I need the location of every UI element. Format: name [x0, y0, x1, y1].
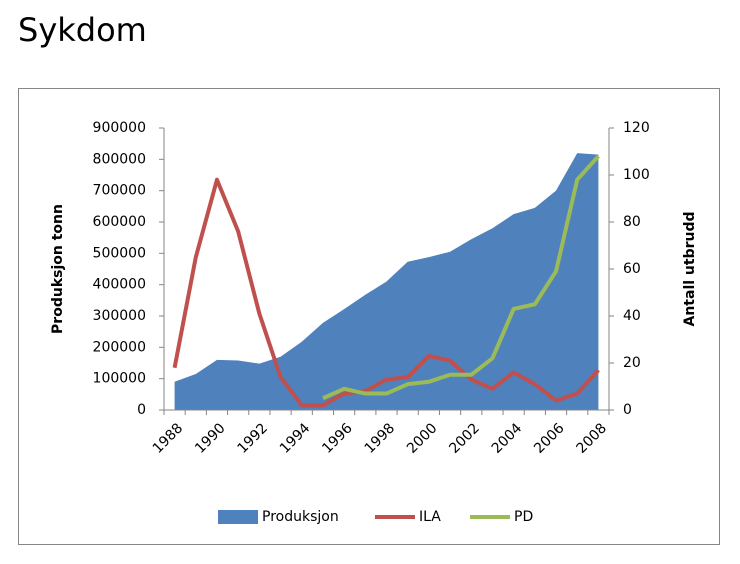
- y-tick-label: 700000: [93, 183, 146, 199]
- y2-tick-label: 40: [623, 308, 641, 324]
- y-tick-label: 900000: [93, 120, 146, 136]
- legend-swatch: [218, 510, 258, 524]
- y2-tick-label: 100: [623, 167, 650, 183]
- x-tick-label: 1996: [319, 420, 356, 457]
- x-tick-label: 1990: [192, 420, 229, 457]
- line: [172, 177, 600, 408]
- x-tick-label: 2004: [489, 420, 526, 457]
- chart-border: [18, 88, 720, 545]
- y2-tick-label: 120: [623, 120, 650, 136]
- x-tick-label: 1994: [277, 420, 314, 457]
- y2-tick-label: 60: [623, 261, 641, 277]
- x-tick-label: 2006: [531, 420, 568, 457]
- y2-tick-label: 80: [623, 214, 641, 230]
- x-tick-label: 1998: [362, 420, 399, 457]
- page-title: Sykdom: [18, 11, 147, 49]
- y2-tick-label: 20: [623, 355, 641, 371]
- legend-label: PD: [514, 509, 533, 525]
- x-tick-label: 2002: [446, 420, 483, 457]
- y-tick-label: 800000: [93, 151, 146, 167]
- legend-label: Produksjon: [262, 509, 339, 525]
- y-tick-label: 200000: [93, 339, 146, 355]
- area: [174, 153, 599, 411]
- x-tick-label: 1992: [234, 420, 271, 457]
- y2-axis-label: Antall utbrudd: [682, 211, 698, 326]
- y-tick-label: 600000: [93, 214, 146, 230]
- x-tick-label: 2008: [574, 420, 611, 457]
- y2-tick-label: 0: [623, 402, 632, 418]
- y-tick-label: 300000: [93, 308, 146, 324]
- y-axis-label: Produksjon tonn: [50, 204, 66, 334]
- x-tick-label: 2000: [404, 420, 441, 457]
- line: [322, 154, 600, 401]
- y-tick-label: 500000: [93, 245, 146, 261]
- y-tick-label: 100000: [93, 371, 146, 387]
- y-tick-label: 0: [137, 402, 146, 418]
- y-tick-label: 400000: [93, 277, 146, 293]
- x-tick-label: 1988: [150, 420, 187, 457]
- legend-label: ILA: [419, 509, 441, 525]
